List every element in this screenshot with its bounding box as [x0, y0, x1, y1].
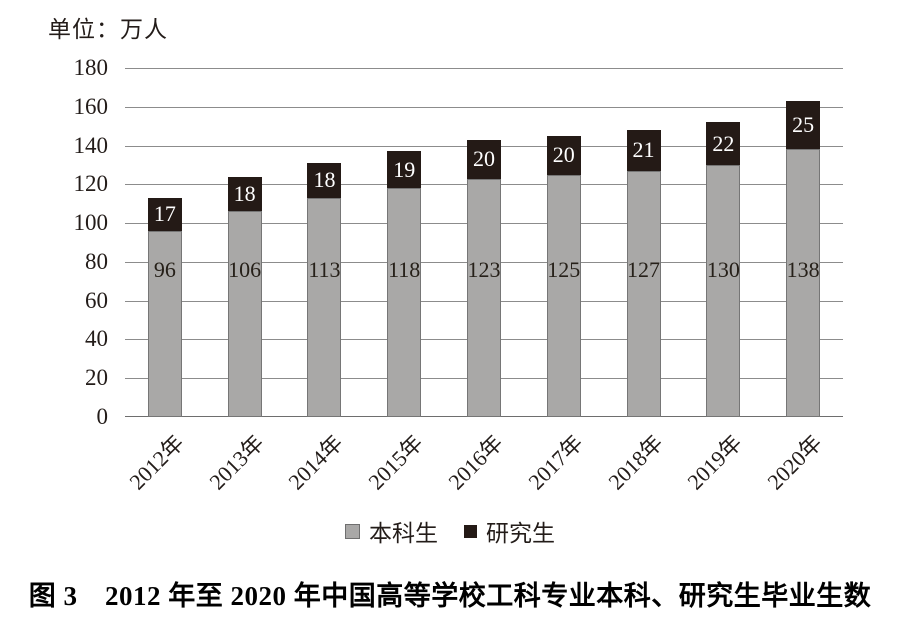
- bar-graduate-value: 18: [313, 167, 336, 193]
- bar-2015年: [387, 151, 422, 417]
- bar-undergraduate-segment: [786, 149, 821, 417]
- bar-undergraduate-value: 127: [627, 257, 661, 282]
- graduate-swatch-icon: [464, 524, 477, 538]
- bar-2020年: [786, 100, 821, 417]
- bar-graduate-segment: [227, 176, 262, 212]
- bar-2019年: [706, 122, 741, 417]
- legend-label-graduate: 研究生: [486, 521, 555, 546]
- unit-label: 单位：万人: [48, 17, 168, 42]
- legend-item-undergraduate: 本科生: [345, 514, 438, 548]
- bar-2014年: [307, 163, 342, 417]
- y-axis-tick-label: 40: [85, 326, 108, 352]
- bar-graduate-segment: [626, 130, 661, 171]
- bar-graduate-segment: [387, 151, 422, 189]
- bar-undergraduate-segment: [706, 164, 741, 417]
- bar-undergraduate-value: 125: [547, 257, 581, 282]
- y-axis-tick-label: 160: [73, 93, 109, 119]
- gridline: [125, 68, 843, 69]
- y-axis-tick-label: 0: [96, 404, 109, 429]
- bar-undergraduate-segment: [307, 197, 342, 417]
- legend-label-undergraduate: 本科生: [369, 521, 438, 546]
- bar-undergraduate-segment: [467, 178, 501, 417]
- legend-item-graduate: 研究生: [464, 514, 555, 548]
- bar-graduate-value: 17: [153, 201, 176, 227]
- bar-undergraduate-value: 130: [706, 257, 740, 282]
- bar-2017年: [546, 135, 581, 417]
- bar-graduate-segment: [147, 197, 182, 231]
- bar-undergraduate-value: 118: [388, 257, 421, 282]
- bar-graduate-value: 20: [552, 142, 575, 168]
- bar-graduate-value: 19: [393, 156, 416, 182]
- bar-undergraduate-segment: [546, 174, 581, 417]
- bar-undergraduate-segment: [227, 211, 262, 417]
- bar-undergraduate-segment: [147, 230, 182, 417]
- bar-undergraduate-value: 123: [467, 257, 501, 282]
- bar-graduate-segment: [467, 139, 501, 179]
- bar-undergraduate-value: 113: [308, 257, 341, 282]
- bar-2012年: [147, 197, 182, 417]
- bar-graduate-value: 20: [473, 146, 495, 172]
- y-axis-tick-label: 120: [73, 171, 109, 197]
- bar-undergraduate-value: 96: [153, 257, 176, 282]
- legend: 本科生 研究生: [0, 514, 900, 548]
- bar-undergraduate-value: 106: [228, 257, 262, 282]
- y-axis-tick-label: 60: [85, 287, 108, 313]
- figure-caption: 图 3 2012 年至 2020 年中国高等学校工科专业本科、研究生毕业生数: [28, 581, 872, 611]
- plot-area: 17 96 18 106 18 113 19 118 20 123 20 125 21 127 22 130 2…: [125, 68, 843, 417]
- y-axis-tick-label: 20: [85, 365, 108, 391]
- bar-2016年: [467, 139, 501, 417]
- bar-undergraduate-value: 138: [786, 257, 820, 282]
- bar-graduate-segment: [786, 100, 821, 150]
- bar-graduate-segment: [546, 135, 581, 175]
- gridline: [125, 106, 843, 108]
- bar-undergraduate-segment: [387, 188, 422, 417]
- bar-2018年: [626, 130, 661, 417]
- undergraduate-swatch-icon: [345, 523, 360, 539]
- bar-graduate-segment: [706, 122, 741, 165]
- bar-undergraduate-segment: [626, 170, 661, 417]
- y-axis-tick-label: 100: [73, 210, 109, 236]
- bar-graduate-value: 22: [712, 130, 735, 156]
- y-axis-tick-label: 180: [73, 55, 109, 80]
- bar-graduate-value: 21: [632, 137, 655, 163]
- bar-graduate-value: 18: [233, 181, 256, 207]
- bar-graduate-segment: [307, 163, 342, 198]
- y-axis-tick-label: 140: [73, 132, 109, 158]
- y-axis-tick-label: 80: [85, 248, 108, 274]
- bar-2013年: [227, 176, 262, 417]
- bar-graduate-value: 25: [792, 112, 815, 138]
